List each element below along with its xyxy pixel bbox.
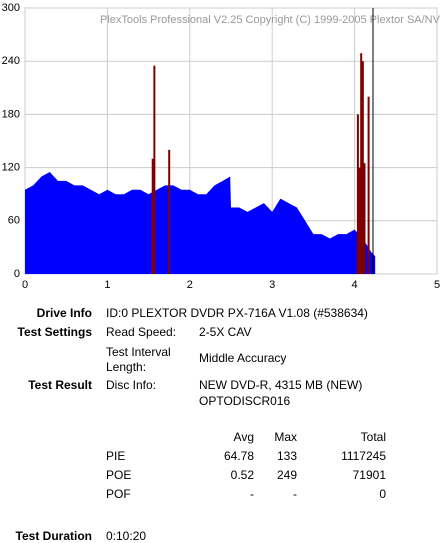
y-tick-label: 120 [2,162,20,174]
label: Disc Info: [106,378,157,392]
spike [363,163,366,274]
label: Test Duration [15,529,92,543]
table-cell: POE [106,468,132,482]
table-cell: Max [274,430,297,444]
label: Test Settings [17,325,92,339]
x-tick-label: 4 [352,279,358,291]
spike [356,114,359,275]
table-cell: 0 [379,487,386,501]
spike [151,158,154,274]
x-tick-label: 3 [269,279,275,291]
table-cell: PIE [106,449,126,463]
spike [153,65,156,274]
spike [361,61,364,275]
table-cell: - [250,487,254,501]
label: Drive Info [36,306,92,320]
chart-title: PlexTools Professional V2.25 Copyright (… [100,14,441,26]
x-tick-label: 2 [187,279,193,291]
x-tick-label: 1 [104,279,110,291]
spike [168,149,171,274]
label: Test Interval [106,345,171,359]
x-tick-label: 0 [22,279,28,291]
y-tick-label: 300 [2,2,20,14]
table-cell: 71901 [352,468,386,482]
table-cell: POF [106,487,131,501]
table-cell: 133 [276,449,297,463]
label: Test Result [28,378,92,392]
value: ID:0 PLEXTOR DVDR PX-716A V1.08 (#538634… [106,306,368,320]
y-tick-label: 60 [8,215,20,227]
y-tick-label: 180 [2,108,20,120]
table-cell: 249 [276,468,297,482]
y-tick-label: 240 [2,55,20,67]
table-cell: 64.78 [223,449,254,463]
label: Read Speed: [106,325,177,339]
value: 0:10:20 [106,529,147,543]
area [25,172,376,274]
spike [360,53,363,274]
table-cell: 1117245 [341,449,386,463]
label: Length: [106,360,147,374]
table-cell: Avg [233,430,254,444]
value: NEW DVD-R, 4315 MB (NEW) [199,378,363,392]
value: OPTODISCR016 [199,394,291,408]
value: 2-5X CAV [199,325,252,339]
spike [367,96,370,275]
y-tick-label: 0 [14,268,20,280]
table-cell: 0.52 [230,468,254,482]
table-cell: Total [360,430,386,444]
chart: PlexTools Professional V2.25 Copyright (… [2,2,441,291]
x-tick-label: 5 [434,279,440,291]
spike [358,167,361,274]
value: Middle Accuracy [199,351,287,365]
table-cell: - [293,487,297,501]
